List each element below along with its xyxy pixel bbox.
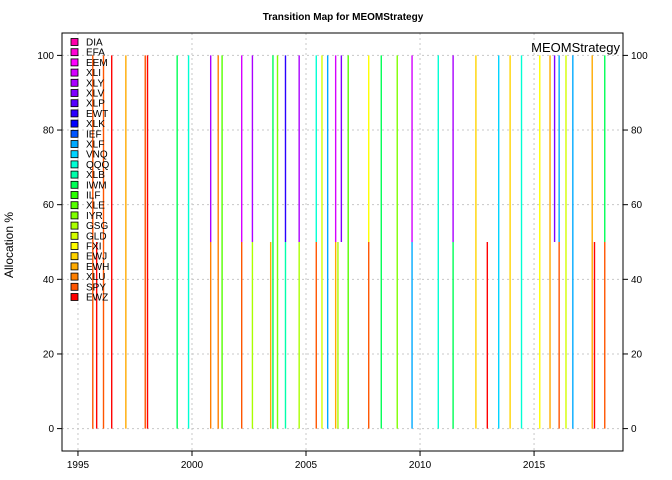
legend-swatch <box>70 150 79 159</box>
legend-label: EFA <box>86 48 105 59</box>
y-tick-label-right: 100 <box>631 51 648 62</box>
y-axis-right: 0 20 40 60 80 100 <box>623 51 648 435</box>
legend-swatch <box>70 129 79 138</box>
chart-title: Transition Map for MEOMStrategy <box>263 12 424 23</box>
y-tick-label-left: 20 <box>43 349 55 360</box>
legend-label: XLV <box>86 89 104 100</box>
legend-label: XLK <box>86 119 105 130</box>
legend-swatch <box>70 282 79 291</box>
legend-swatch <box>70 58 79 67</box>
y-tick-label-left: 60 <box>43 200 55 211</box>
x-tick-label: 2015 <box>523 460 546 471</box>
y-axis-label: Allocation % <box>2 212 16 278</box>
legend-swatch <box>70 191 79 199</box>
y-tick-label-left: 0 <box>48 424 54 435</box>
legend-swatch <box>70 221 79 230</box>
plot-frame <box>61 32 624 452</box>
legend-label: GLD <box>86 231 107 242</box>
legend-swatch <box>70 78 79 87</box>
legend-label: FXI <box>86 242 102 253</box>
x-tick-label: 1995 <box>67 460 90 471</box>
legend-label: ILF <box>86 191 100 202</box>
legend-label: EEM <box>86 58 108 69</box>
legend-swatch <box>70 231 79 240</box>
legend-swatch <box>70 201 79 210</box>
legend-label: EWJ <box>86 252 107 263</box>
x-tick-label: 2005 <box>295 460 318 471</box>
legend-swatch <box>70 252 79 261</box>
legend-swatch <box>70 211 79 220</box>
y-tick-label-right: 60 <box>631 200 643 211</box>
legend-label: IEF <box>86 129 102 140</box>
legend-swatch <box>70 242 79 250</box>
legend-label: XLU <box>86 272 105 283</box>
x-tick-label: 2000 <box>181 460 204 471</box>
legend-label: VNQ <box>86 150 108 161</box>
legend-label: EWZ <box>86 293 108 304</box>
strategy-label: MEOMStrategy <box>531 40 620 55</box>
legend-label: XLY <box>86 78 104 89</box>
x-axis: 1995 2000 2005 2010 2015 <box>67 451 546 471</box>
y-tick-label-right: 40 <box>631 275 643 286</box>
legend-swatch <box>70 160 79 169</box>
legend-swatch <box>70 68 79 77</box>
legend-swatch <box>70 140 79 148</box>
legend-swatch <box>70 170 79 179</box>
legend-swatch <box>70 109 79 118</box>
legend-swatch <box>70 89 79 97</box>
legend-label: XLI <box>86 68 101 79</box>
legend-swatch <box>70 48 79 57</box>
legend-label: QQQ <box>86 160 110 171</box>
legend-label: XLE <box>86 201 105 212</box>
y-tick-label-left: 40 <box>43 275 55 286</box>
transition-bars <box>92 55 606 429</box>
y-tick-label-left: 100 <box>37 51 54 62</box>
legend-swatch <box>70 180 79 189</box>
legend-label: XLP <box>86 99 105 110</box>
y-tick-label-right: 0 <box>631 424 637 435</box>
legend-label: EWH <box>86 262 109 273</box>
legend-swatch <box>70 38 79 46</box>
legend-swatch <box>70 99 79 108</box>
y-tick-label-left: 80 <box>43 126 55 137</box>
legend-swatch <box>70 272 79 281</box>
legend-label: GSG <box>86 221 108 232</box>
legend-swatch <box>70 293 79 301</box>
legend-label: SPY <box>86 282 106 293</box>
grid-lines <box>62 33 623 451</box>
y-tick-label-right: 20 <box>631 349 643 360</box>
legend-label: XLF <box>86 140 104 151</box>
legend-label: DIA <box>86 38 103 49</box>
legend-swatch <box>70 262 79 271</box>
y-tick-label-right: 80 <box>631 126 643 137</box>
legend-label: IYR <box>86 211 103 222</box>
y-axis-left: 0 20 40 60 80 100 <box>37 51 62 435</box>
legend-swatch <box>70 119 79 128</box>
legend-label: IWM <box>86 180 107 191</box>
x-tick-label: 2010 <box>409 460 432 471</box>
legend: DIAEFAEEMXLIXLYXLVXLPEWTXLKIEFXLFVNQQQQX… <box>70 38 110 304</box>
legend-label: XLB <box>86 170 105 181</box>
legend-label: EWT <box>86 109 108 120</box>
